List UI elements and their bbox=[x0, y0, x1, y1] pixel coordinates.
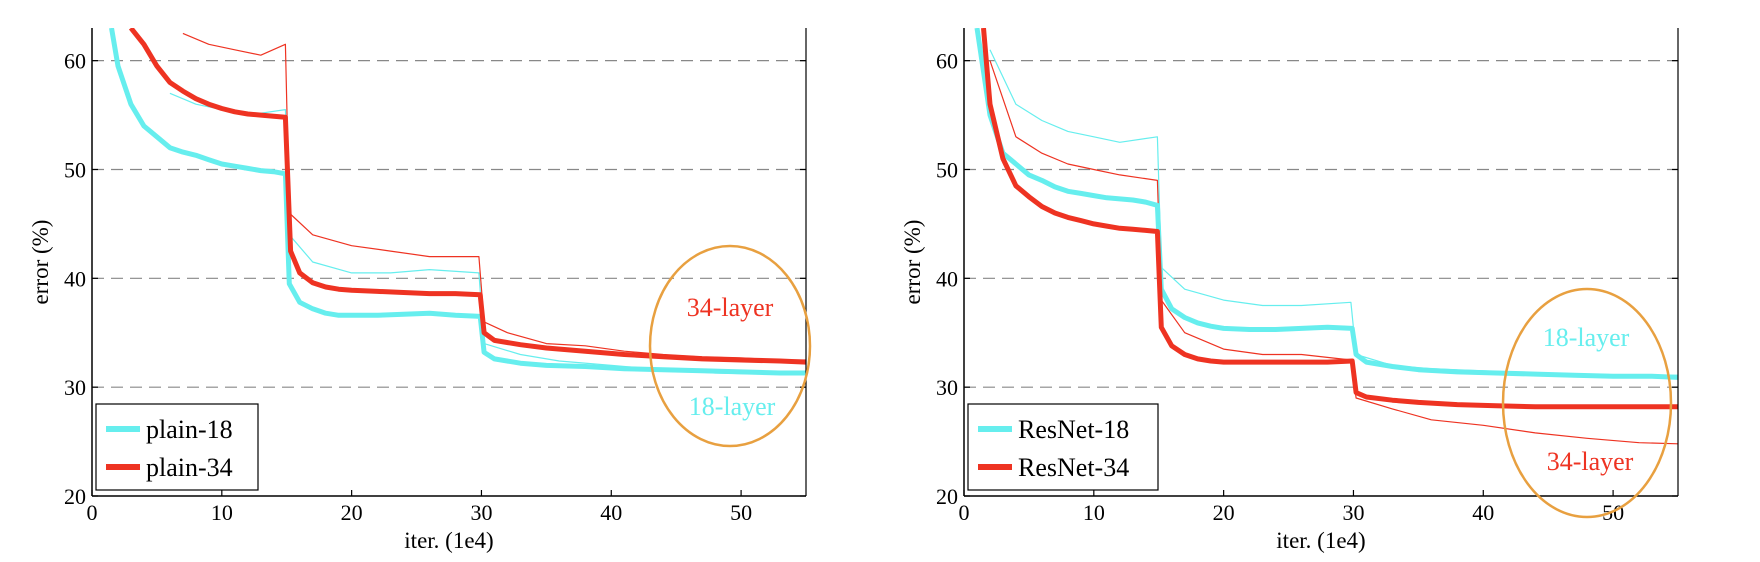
x-tick-label: 20 bbox=[341, 500, 363, 525]
annotation-18-layer: 18-layer bbox=[1543, 323, 1630, 352]
x-tick-label: 0 bbox=[87, 500, 98, 525]
x-tick-label: 10 bbox=[1083, 500, 1105, 525]
legend-label-plain-34: plain-34 bbox=[146, 453, 233, 482]
x-tick-label: 50 bbox=[730, 500, 752, 525]
x-tick-label: 0 bbox=[959, 500, 970, 525]
legend-label-resnet-34: ResNet-34 bbox=[1018, 453, 1129, 482]
x-tick-label: 20 bbox=[1213, 500, 1235, 525]
y-tick-label: 20 bbox=[64, 484, 86, 509]
y-tick-label: 50 bbox=[936, 157, 958, 182]
x-axis-label: iter. (1e4) bbox=[1276, 528, 1365, 553]
y-tick-label: 20 bbox=[936, 484, 958, 509]
y-axis-label: error (%) bbox=[28, 220, 53, 305]
y-axis-label: error (%) bbox=[900, 220, 925, 305]
highlight-circle bbox=[1501, 287, 1673, 519]
x-tick-label: 30 bbox=[1342, 500, 1364, 525]
annotation-34-layer: 34-layer bbox=[1547, 447, 1634, 476]
annotation-34-layer: 34-layer bbox=[687, 293, 774, 322]
legend-label-resnet-18: ResNet-18 bbox=[1018, 415, 1129, 444]
legend-box bbox=[967, 403, 1159, 491]
series-line-plain-18 bbox=[109, 28, 806, 376]
x-tick-label: 40 bbox=[600, 500, 622, 525]
series-line-plain-34 bbox=[128, 28, 806, 365]
series-line-plain-18-training bbox=[169, 92, 806, 375]
y-tick-label: 50 bbox=[64, 157, 86, 182]
y-tick-label: 60 bbox=[64, 49, 86, 74]
legend: plain-18 plain-34 bbox=[95, 403, 259, 491]
y-tick-label: 40 bbox=[64, 266, 86, 291]
series-line-resnet-34 bbox=[981, 28, 1678, 410]
legend-label-plain-18: plain-18 bbox=[146, 415, 233, 444]
y-tick-label: 30 bbox=[64, 375, 86, 400]
plain-networks-chart: 20 30 40 50 60 0 10 20 30 40 50 iter. (1e4) error (%… bbox=[28, 28, 812, 553]
y-tick-label: 60 bbox=[936, 49, 958, 74]
y-tick-label: 30 bbox=[936, 375, 958, 400]
x-axis-label: iter. (1e4) bbox=[404, 528, 493, 553]
x-tick-label: 10 bbox=[211, 500, 233, 525]
legend-box bbox=[95, 403, 259, 491]
y-tick-label: 40 bbox=[936, 266, 958, 291]
legend: ResNet-18 ResNet-34 bbox=[967, 403, 1159, 491]
x-tick-label: 30 bbox=[470, 500, 492, 525]
x-tick-label: 40 bbox=[1472, 500, 1494, 525]
series-line-resnet-34-training bbox=[989, 60, 1678, 445]
annotation-18-layer: 18-layer bbox=[689, 392, 776, 421]
highlight-circle bbox=[648, 244, 812, 448]
series-line-resnet-18 bbox=[974, 28, 1678, 380]
